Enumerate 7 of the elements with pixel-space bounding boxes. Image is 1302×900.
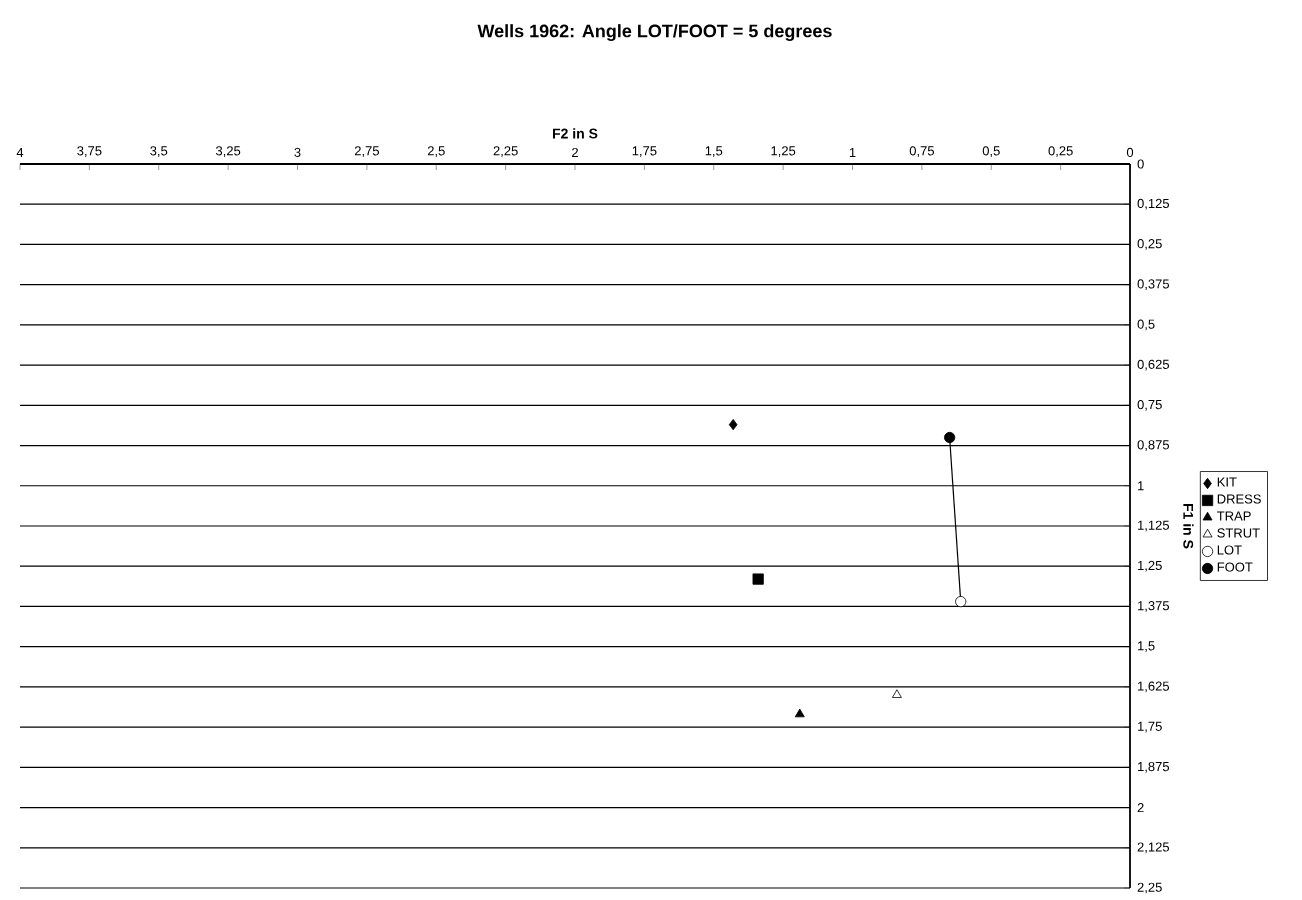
point: [892, 689, 902, 698]
point: [752, 573, 764, 585]
point: [794, 708, 805, 718]
point: [944, 431, 956, 444]
chart-title: Wells 1962: Angle LOT/FOOT = 5 degrees: [477, 24, 832, 41]
point: [955, 596, 967, 608]
point: [728, 419, 738, 431]
